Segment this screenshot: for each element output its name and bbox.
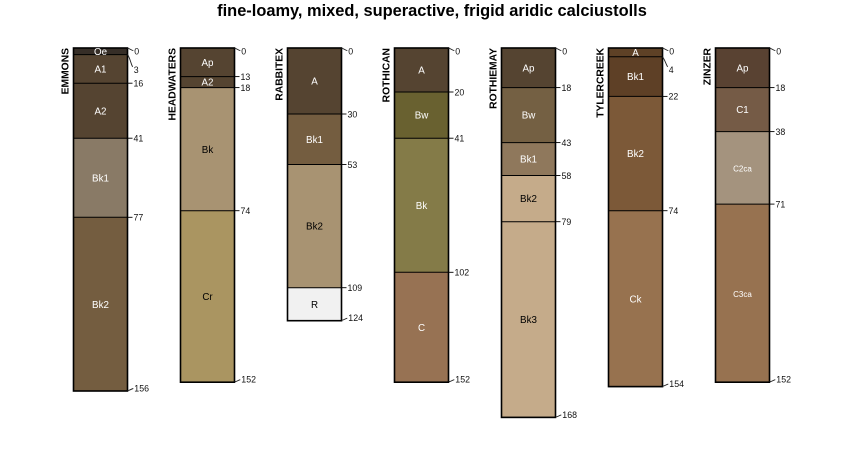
svg-text:Ap: Ap — [202, 58, 215, 69]
svg-text:EMMONS: EMMONS — [61, 48, 72, 94]
svg-text:13: 13 — [241, 72, 251, 82]
svg-text:Cr: Cr — [202, 292, 213, 303]
svg-text:22: 22 — [669, 92, 679, 102]
svg-text:C3ca: C3ca — [733, 290, 752, 299]
svg-text:77: 77 — [134, 213, 144, 223]
svg-text:109: 109 — [348, 283, 363, 293]
svg-text:ZINZER: ZINZER — [703, 47, 714, 85]
svg-text:ROTHICAN: ROTHICAN — [382, 48, 393, 102]
svg-text:A: A — [632, 48, 639, 59]
svg-text:124: 124 — [348, 313, 363, 323]
svg-text:152: 152 — [455, 375, 470, 385]
svg-text:30: 30 — [348, 109, 358, 119]
svg-text:16: 16 — [134, 79, 144, 89]
svg-text:A2: A2 — [95, 106, 107, 117]
svg-text:C2ca: C2ca — [733, 164, 752, 173]
svg-text:RABBITEX: RABBITEX — [275, 48, 286, 101]
svg-text:0: 0 — [776, 46, 781, 56]
svg-text:18: 18 — [776, 83, 786, 93]
svg-text:18: 18 — [562, 83, 572, 93]
svg-text:Oe: Oe — [94, 47, 108, 58]
svg-text:R: R — [311, 300, 318, 311]
svg-text:C1: C1 — [736, 105, 749, 116]
svg-text:Bk1: Bk1 — [627, 72, 644, 83]
svg-text:0: 0 — [348, 46, 353, 56]
svg-text:ROTHIEMAY: ROTHIEMAY — [489, 48, 500, 109]
svg-text:152: 152 — [241, 375, 256, 385]
svg-text:168: 168 — [562, 410, 577, 420]
svg-text:74: 74 — [669, 206, 679, 216]
svg-text:Bk2: Bk2 — [306, 222, 323, 233]
svg-text:79: 79 — [562, 217, 572, 227]
svg-text:Bk2: Bk2 — [520, 194, 537, 205]
svg-text:0: 0 — [241, 46, 246, 56]
svg-text:43: 43 — [562, 138, 572, 148]
svg-text:Bk: Bk — [202, 145, 214, 156]
svg-text:Ap: Ap — [523, 63, 536, 74]
svg-text:Bk2: Bk2 — [627, 149, 644, 160]
svg-text:C: C — [418, 323, 425, 334]
svg-text:3: 3 — [134, 65, 139, 75]
svg-text:A: A — [311, 77, 318, 88]
svg-text:71: 71 — [776, 199, 786, 209]
svg-text:Bk1: Bk1 — [92, 173, 109, 184]
svg-text:53: 53 — [348, 160, 358, 170]
svg-text:Bk: Bk — [416, 201, 428, 212]
svg-text:0: 0 — [669, 46, 674, 56]
svg-text:TYLERCREEK: TYLERCREEK — [596, 47, 607, 117]
svg-text:74: 74 — [241, 206, 251, 216]
svg-text:41: 41 — [134, 134, 144, 144]
svg-text:A: A — [418, 66, 425, 77]
svg-text:A2: A2 — [202, 78, 214, 89]
svg-text:58: 58 — [562, 171, 572, 181]
svg-text:4: 4 — [669, 65, 674, 75]
svg-text:Bw: Bw — [522, 111, 537, 122]
svg-text:156: 156 — [134, 383, 149, 393]
svg-text:Bk1: Bk1 — [520, 155, 537, 166]
svg-text:Ap: Ap — [737, 63, 750, 74]
svg-text:38: 38 — [776, 127, 786, 137]
svg-text:Bk1: Bk1 — [306, 135, 323, 146]
svg-text:154: 154 — [669, 379, 684, 389]
svg-text:0: 0 — [562, 46, 567, 56]
svg-text:fine-loamy, mixed, superactive: fine-loamy, mixed, superactive, frigid a… — [217, 2, 647, 20]
svg-text:41: 41 — [455, 134, 465, 144]
svg-text:HEADWATERS: HEADWATERS — [168, 48, 179, 121]
svg-text:Ck: Ck — [630, 294, 642, 305]
svg-text:0: 0 — [455, 46, 460, 56]
svg-text:A1: A1 — [95, 65, 107, 76]
svg-text:102: 102 — [455, 268, 470, 278]
svg-text:Bk3: Bk3 — [520, 315, 537, 326]
svg-text:0: 0 — [134, 46, 139, 56]
svg-text:152: 152 — [776, 375, 791, 385]
svg-text:20: 20 — [455, 87, 465, 97]
svg-text:Bw: Bw — [415, 111, 430, 122]
svg-text:Bk2: Bk2 — [92, 300, 109, 311]
svg-text:18: 18 — [241, 83, 251, 93]
